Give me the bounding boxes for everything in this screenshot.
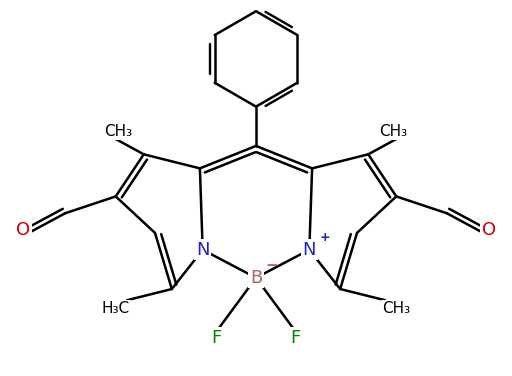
Text: O: O [16, 221, 30, 239]
Text: N: N [196, 241, 209, 259]
Text: B: B [250, 269, 262, 287]
Text: CH₃: CH₃ [104, 124, 133, 139]
Text: F: F [290, 329, 301, 347]
Text: F: F [211, 329, 222, 347]
Text: −: − [265, 258, 278, 273]
Text: +: + [319, 231, 330, 244]
Text: N: N [303, 241, 316, 259]
Text: H₃C: H₃C [102, 301, 130, 316]
Text: CH₃: CH₃ [382, 301, 410, 316]
Text: O: O [482, 221, 496, 239]
Text: CH₃: CH₃ [379, 124, 408, 139]
